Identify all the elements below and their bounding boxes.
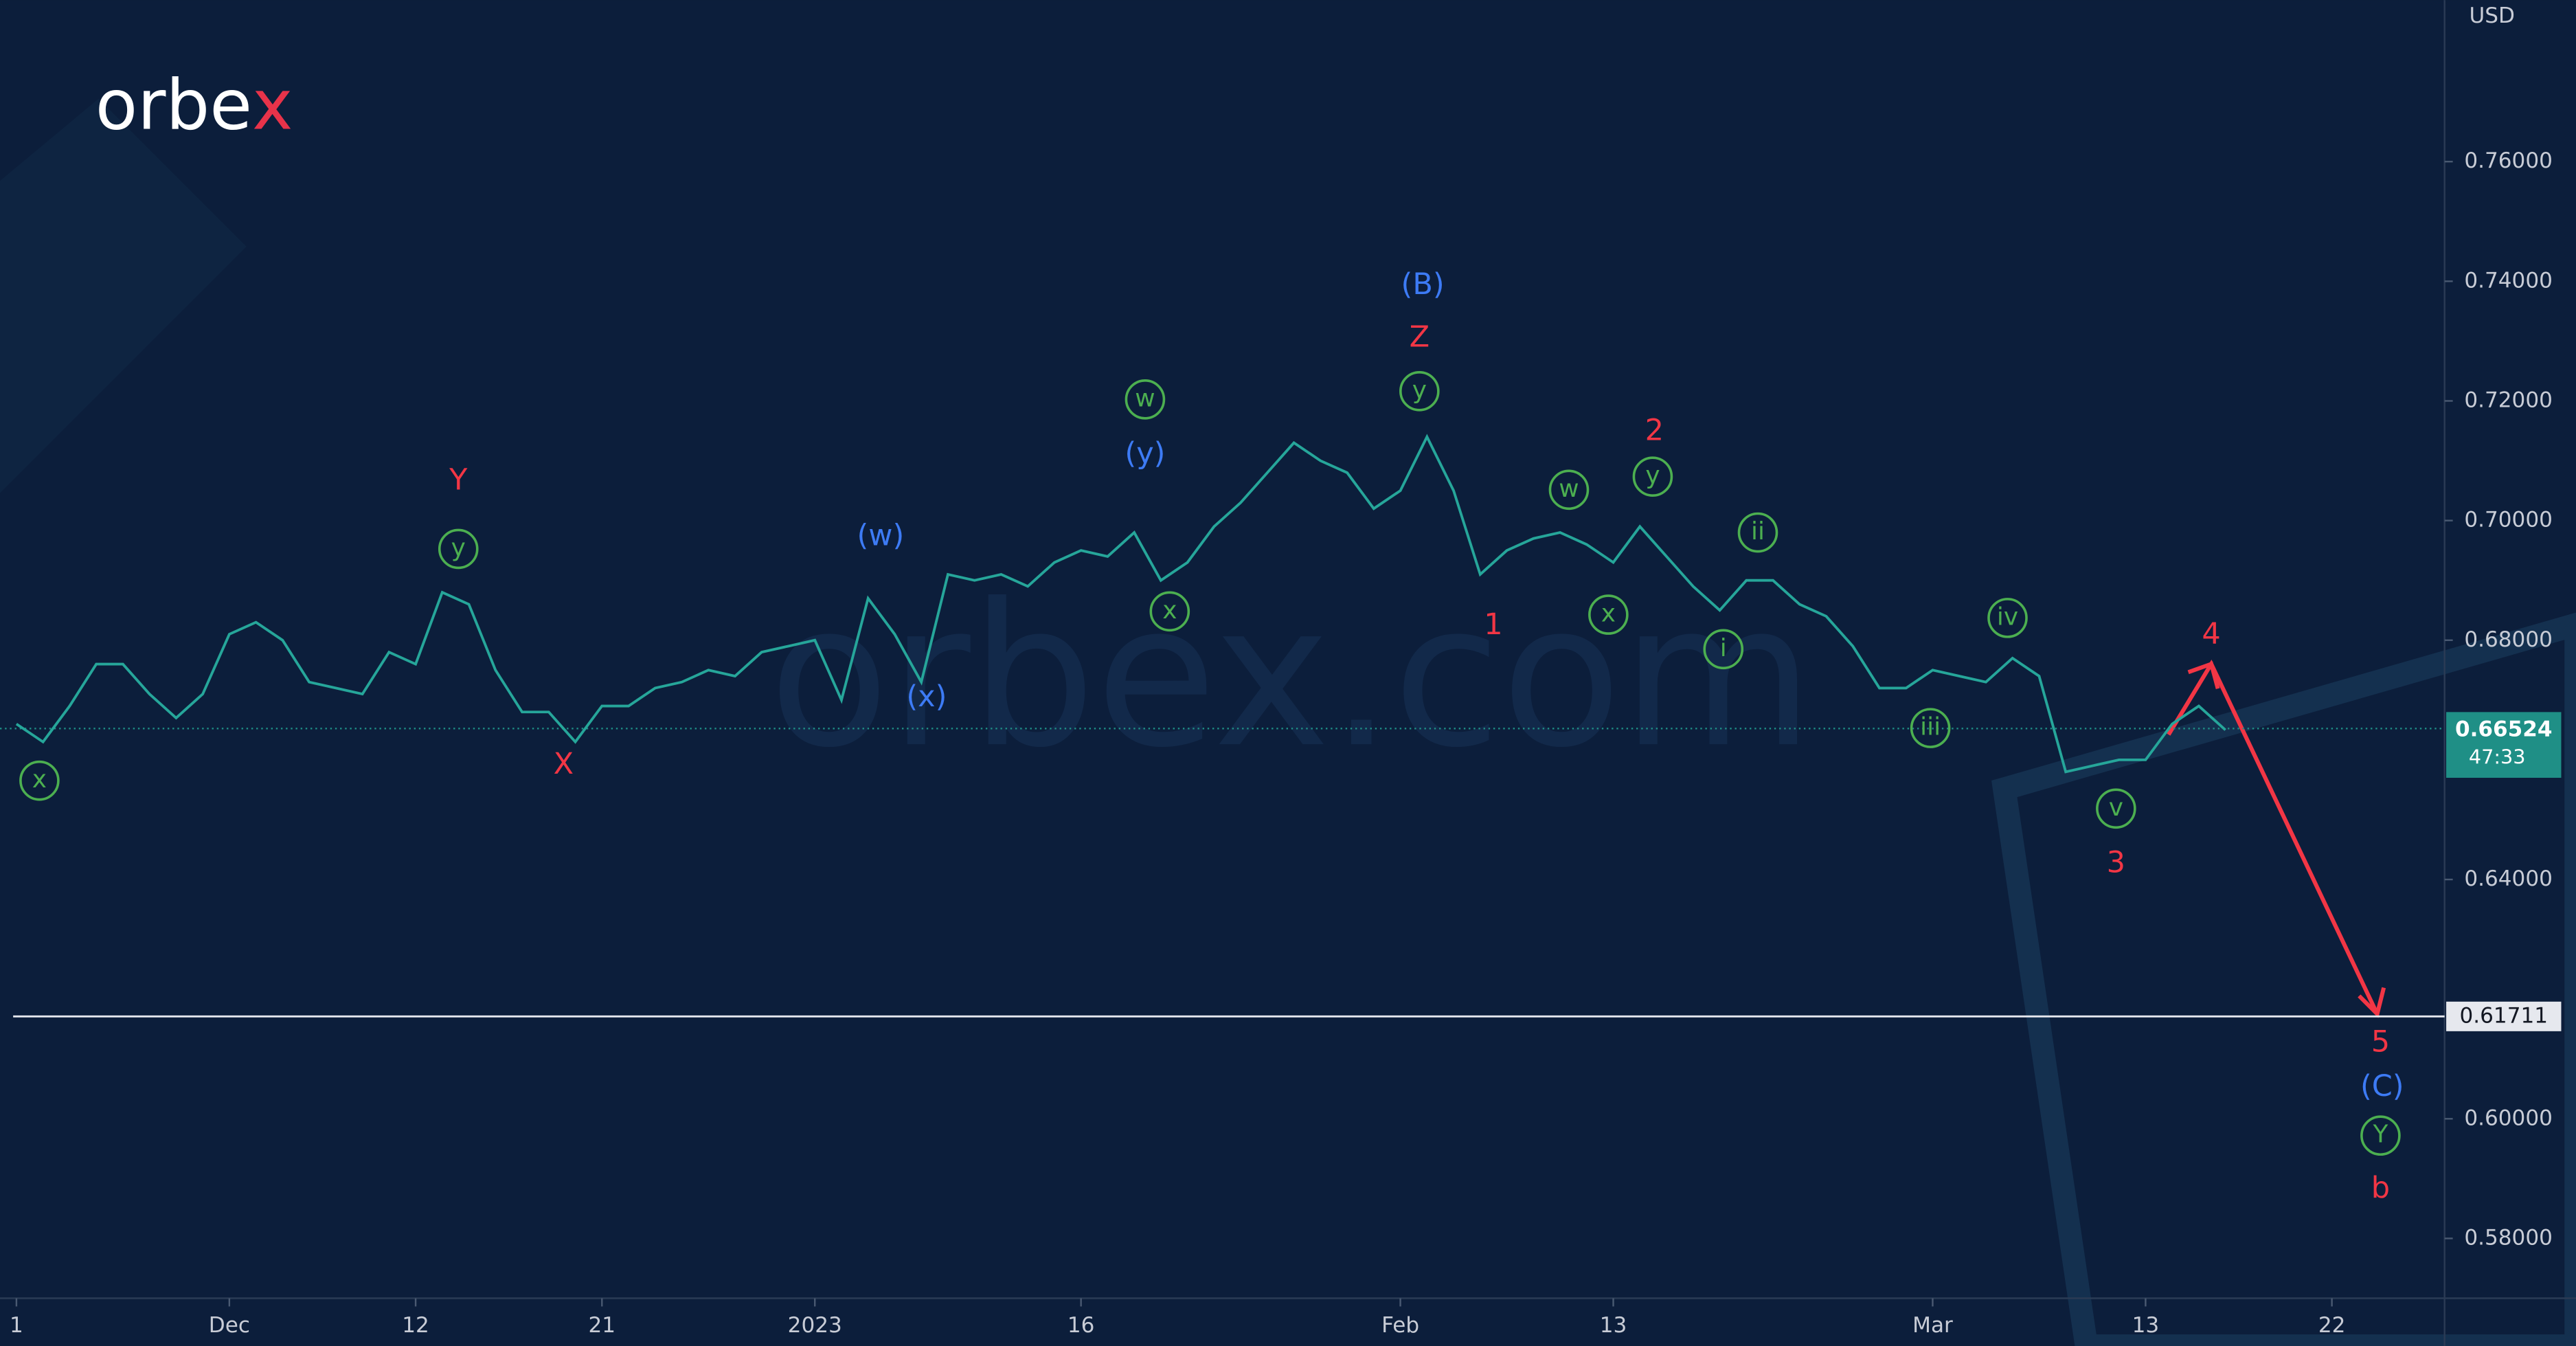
price-label-box [2446,712,2562,778]
y-tick-label: 0.70000 [2464,508,2553,532]
decor [0,98,247,493]
wave-label: 5 [2371,1024,2390,1059]
wave-circle [1987,598,2028,638]
circled-wave-label: x [1601,600,1616,628]
price-label: 0.66524 [2455,717,2553,742]
wave-label: b [2371,1171,2390,1205]
y-tick-label: 0.68000 [2464,627,2553,652]
currency: USD [2470,3,2515,28]
wave-label: (y) [1125,436,1165,471]
circled-wave-label: Y [2372,1121,2388,1149]
circled-wave-label: y [451,534,466,562]
arrow-head [2187,661,2220,689]
x-tick-label: Dec [209,1313,250,1338]
wave-circle [1632,456,1673,497]
wave-label: 4 [2202,617,2220,651]
wave-label: (w) [857,519,904,553]
wave-label: Y [449,462,468,497]
watermark: orbex.com [769,561,1814,791]
circled-wave-label: iv [1997,603,2018,631]
x-tick-label: 13 [1600,1313,1627,1338]
countdown: 47:33 [2469,745,2526,768]
wave-label: 1 [1484,607,1502,642]
wave-circle [1737,512,1778,553]
arrow-head [2358,987,2386,1018]
circled-wave-label: ii [1751,517,1765,546]
circled-wave-label: v [2109,794,2123,822]
circled-wave-label: y [1412,376,1427,404]
x-tick-label: 16 [1067,1313,1095,1338]
wave-circle [1399,371,1440,412]
x-tick-label: Mar [1912,1313,1953,1338]
circled-wave-label: x [32,765,47,794]
x-tick-label: Feb [1381,1313,1419,1338]
wave-circle [2360,1115,2401,1156]
x-tick-label: 1 [10,1313,23,1338]
wave-label: 3 [2107,846,2125,880]
price-line-series [15,434,2226,774]
wave-circle [2096,788,2136,829]
circled-wave-label: y [1645,462,1660,490]
level-label-box [2446,1001,2562,1031]
x-tick-label: 22 [2318,1313,2346,1338]
x-tick-label: 2023 [788,1313,842,1338]
x-tick-label: 21 [589,1313,616,1338]
wave-label: X [554,747,574,781]
circled-wave-label: x [1162,596,1177,625]
level-label: 0.61711 [2460,1003,2549,1028]
y-tick-label: 0.74000 [2464,268,2553,293]
wave-circle [1703,629,1744,670]
wave-circle [1588,594,1629,635]
wave-label: (C) [2360,1069,2404,1103]
wave-circle [1548,469,1590,511]
wave-label: 2 [1645,414,1664,448]
x-tick-label: 13 [2132,1313,2160,1338]
wave-circle [1910,708,1951,748]
circled-wave-label: w [1135,384,1155,412]
wave-circle [19,760,60,801]
y-tick-label: 0.60000 [2464,1106,2553,1130]
y-tick-label: 0.64000 [2464,866,2553,891]
x-tick-label: 12 [402,1313,429,1338]
wave-label: (B) [1401,267,1445,302]
wave-circle [438,528,479,570]
y-tick-label: 0.58000 [2464,1225,2553,1250]
wave-circle [1149,591,1190,632]
circled-wave-label: w [1559,475,1579,503]
circled-wave-label: i [1720,634,1727,662]
logo: orbex [95,65,293,146]
y-tick-label: 0.72000 [2464,388,2553,412]
wave-label: Z [1410,319,1430,354]
wave-label: (x) [906,680,947,714]
wave-circle [1125,379,1166,420]
y-tick-label: 0.76000 [2464,148,2553,173]
circled-wave-label: iii [1920,713,1941,741]
